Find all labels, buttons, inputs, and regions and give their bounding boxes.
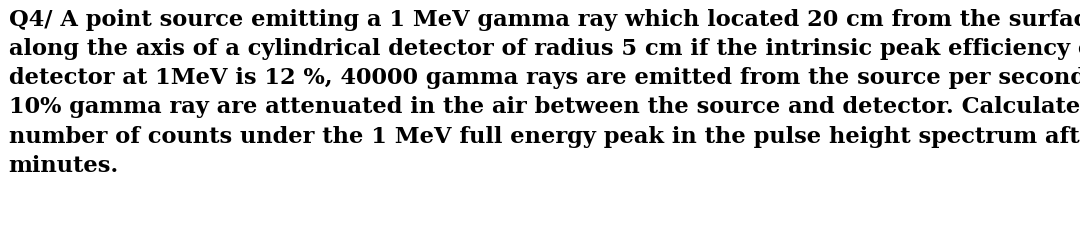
Text: Q4/ A point source emitting a 1 MeV gamma ray which located 20 cm from the surfa: Q4/ A point source emitting a 1 MeV gamm… <box>9 9 1080 176</box>
